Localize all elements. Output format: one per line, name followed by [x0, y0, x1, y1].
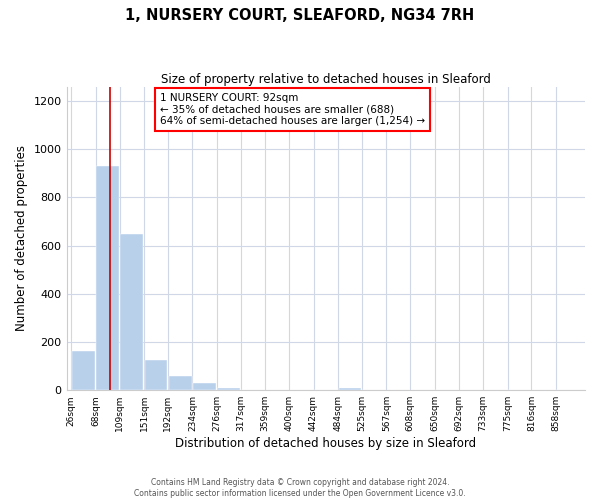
Y-axis label: Number of detached properties: Number of detached properties: [15, 146, 28, 332]
Bar: [96, 166, 119, 390]
Text: 1, NURSERY COURT, SLEAFORD, NG34 7RH: 1, NURSERY COURT, SLEAFORD, NG34 7RH: [125, 8, 475, 22]
X-axis label: Distribution of detached houses by size in Sleaford: Distribution of detached houses by size …: [175, 437, 476, 450]
Text: 1 NURSERY COURT: 92sqm
← 35% of detached houses are smaller (688)
64% of semi-de: 1 NURSERY COURT: 92sqm ← 35% of detached…: [160, 92, 425, 126]
Bar: [145, 360, 167, 390]
Bar: [338, 388, 361, 390]
Bar: [169, 376, 192, 390]
Bar: [193, 384, 216, 390]
Title: Size of property relative to detached houses in Sleaford: Size of property relative to detached ho…: [161, 72, 491, 86]
Text: Contains HM Land Registry data © Crown copyright and database right 2024.
Contai: Contains HM Land Registry data © Crown c…: [134, 478, 466, 498]
Bar: [217, 388, 240, 390]
Bar: [120, 234, 143, 390]
Bar: [72, 351, 95, 390]
